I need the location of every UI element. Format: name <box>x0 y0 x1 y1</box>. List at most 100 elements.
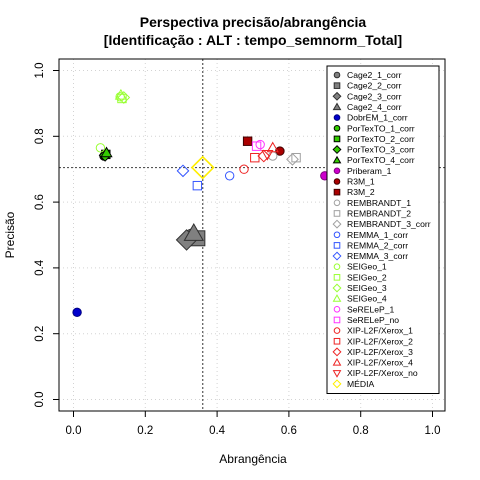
legend-marker <box>332 145 342 155</box>
legend-label: REMBRANDT_3_corr <box>347 219 431 229</box>
legend-marker <box>332 102 342 111</box>
legend-marker <box>333 306 341 313</box>
data-point <box>95 143 106 153</box>
data-point <box>190 155 215 180</box>
legend-label: PorTexTO_3_corr <box>347 145 415 155</box>
legend-label: PorTexTO_4_corr <box>347 155 415 165</box>
y-tick-label: 1.0 <box>34 63 46 79</box>
data-point <box>286 152 299 166</box>
y-tick-label: 0.0 <box>34 392 46 408</box>
y-tick-label: 0.8 <box>34 128 46 144</box>
legend-label: SEIGeo_3 <box>347 283 387 293</box>
legend-label: PorTexTO_2_corr <box>347 134 415 144</box>
legend-marker <box>333 178 341 185</box>
legend-marker <box>333 316 341 324</box>
legend-marker <box>333 135 341 143</box>
data-point <box>251 141 262 151</box>
legend-marker <box>333 231 341 239</box>
x-tick-label: 0.2 <box>137 425 153 437</box>
legend-label: XIP-L2F/Xerox_no <box>347 368 418 378</box>
legend-marker <box>333 167 341 175</box>
x-tick-label: 0.8 <box>353 425 369 437</box>
legend-marker <box>333 124 341 132</box>
data-point <box>242 136 253 146</box>
data-point <box>192 180 203 191</box>
legend-marker <box>333 199 341 207</box>
legend-marker <box>333 327 341 334</box>
legend-label: SeRELeP_1 <box>347 304 395 314</box>
data-point <box>255 139 265 150</box>
x-axis: 0.0 0.2 0.4 0.6 0.8 1.0 <box>66 410 441 437</box>
legend-label: SEIGeo_2 <box>347 272 387 282</box>
legend-label: SEIGeo_1 <box>347 262 387 272</box>
legend-label: REMMA_1_corr <box>347 230 408 240</box>
data-point <box>239 164 249 174</box>
legend: Cage2_1_corrCage2_2_corrCage2_3_corrCage… <box>326 65 440 394</box>
legend-label: REMBRANDT_2 <box>347 208 411 218</box>
data-point <box>275 146 285 156</box>
legend-marker <box>332 283 342 293</box>
legend-marker <box>333 274 341 281</box>
legend-marker <box>332 219 342 229</box>
data-point <box>250 152 260 163</box>
x-tick-label: 0.6 <box>281 425 297 437</box>
legend-label: Cage2_4_corr <box>347 102 402 112</box>
x-tick-label: 0.4 <box>209 425 226 437</box>
legend-marker <box>332 358 342 366</box>
data-point <box>261 149 274 161</box>
legend-label: SeRELeP_no <box>347 315 399 325</box>
x-tick-label: 0.0 <box>66 425 82 437</box>
y-tick-label: 0.6 <box>34 194 46 210</box>
legend-marker <box>333 188 341 196</box>
legend-marker <box>332 347 342 357</box>
legend-label: MÉDIA <box>347 379 374 389</box>
legend-marker <box>333 71 341 79</box>
data-point <box>183 222 205 241</box>
legend-marker <box>332 379 342 389</box>
legend-marker <box>332 251 342 261</box>
legend-label: Priberam_1 <box>347 166 392 176</box>
legend-label: R3M_2 <box>347 187 375 197</box>
y-tick-label: 0.2 <box>34 326 46 342</box>
data-point <box>114 88 127 100</box>
legend-label: XIP-L2F/Xerox_2 <box>347 336 413 346</box>
legend-label: Cage2_1_corr <box>347 70 402 80</box>
x-axis-label: Abrangência <box>219 452 287 466</box>
legend-marker <box>333 210 341 217</box>
legend-label: SEIGeo_4 <box>347 294 387 304</box>
data-point <box>117 91 131 104</box>
legend-label: PorTexTO_1_corr <box>347 123 415 133</box>
legend-marker <box>333 242 341 249</box>
chart-subtitle: [Identificação : ALT : tempo_semnorm_Tot… <box>104 32 402 48</box>
data-points <box>72 88 330 318</box>
data-point <box>257 149 271 163</box>
legend-label: XIP-L2F/Xerox_4 <box>347 358 413 368</box>
y-axis: 0.0 0.2 0.4 0.6 0.8 1.0 <box>34 63 59 408</box>
legend-label: REMMA_2_corr <box>347 240 408 250</box>
legend-marker <box>333 337 341 345</box>
data-point <box>224 171 235 181</box>
legend-label: Cage2_2_corr <box>347 81 402 91</box>
legend-label: REMMA_3_corr <box>347 251 408 261</box>
chart-title: Perspectiva precisão/abrangência <box>140 14 367 30</box>
legend-label: XIP-L2F/Xerox_3 <box>347 347 413 357</box>
legend-box <box>326 65 440 394</box>
y-axis-label: Precisão <box>3 211 17 258</box>
legend-label: R3M_1 <box>347 177 375 187</box>
data-point <box>176 164 190 178</box>
data-point <box>72 307 82 318</box>
legend-label: DobrEM_1_corr <box>347 113 408 123</box>
legend-marker <box>332 91 342 101</box>
legend-marker <box>332 370 342 378</box>
legend-marker <box>333 114 341 121</box>
legend-label: REMBRANDT_1 <box>347 198 411 208</box>
data-point <box>266 141 279 153</box>
legend-marker <box>333 82 341 89</box>
legend-label: XIP-L2F/Xerox_1 <box>347 326 413 336</box>
x-tick-label: 1.0 <box>425 425 441 437</box>
legend-marker <box>332 155 342 164</box>
legend-marker <box>333 263 341 271</box>
y-tick-label: 0.4 <box>34 259 46 276</box>
legend-label: Cage2_3_corr <box>347 91 402 101</box>
